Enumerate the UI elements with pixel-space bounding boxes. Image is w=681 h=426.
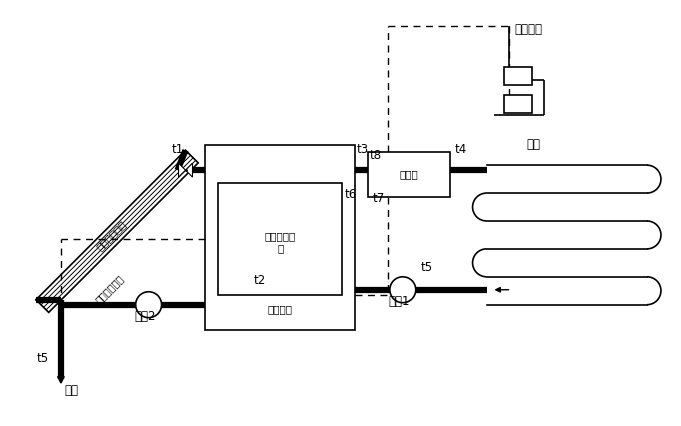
Bar xyxy=(219,183,342,295)
Text: t4: t4 xyxy=(455,143,467,156)
Bar xyxy=(505,95,533,113)
Text: t8: t8 xyxy=(370,149,382,162)
Text: t5: t5 xyxy=(421,261,433,274)
Text: 盘管: 盘管 xyxy=(526,138,541,151)
Text: 蓄热水箱: 蓄热水箱 xyxy=(268,305,293,315)
Text: t2: t2 xyxy=(254,274,266,287)
Text: t7: t7 xyxy=(373,192,385,205)
Text: 生活热水: 生活热水 xyxy=(514,23,543,36)
Text: 太阳能集热器: 太阳能集热器 xyxy=(95,219,128,252)
Polygon shape xyxy=(178,163,185,177)
Text: 上水: 上水 xyxy=(65,384,79,397)
Text: 水泵1: 水泵1 xyxy=(389,295,411,308)
Text: t6: t6 xyxy=(345,188,358,201)
Polygon shape xyxy=(36,150,198,312)
Text: t5: t5 xyxy=(37,351,49,365)
Bar xyxy=(505,67,533,86)
Text: 水泵2: 水泵2 xyxy=(135,310,156,322)
Text: 电锅炉: 电锅炉 xyxy=(399,169,418,179)
Text: t1: t1 xyxy=(172,143,184,156)
Circle shape xyxy=(390,277,416,303)
Polygon shape xyxy=(185,163,193,177)
Circle shape xyxy=(136,292,161,318)
Text: 水浸式换热
器: 水浸式换热 器 xyxy=(265,231,296,253)
Text: t3: t3 xyxy=(357,143,369,156)
Bar xyxy=(368,152,449,197)
Text: 太阳能集热器: 太阳能集热器 xyxy=(93,273,125,305)
Bar xyxy=(206,145,355,330)
